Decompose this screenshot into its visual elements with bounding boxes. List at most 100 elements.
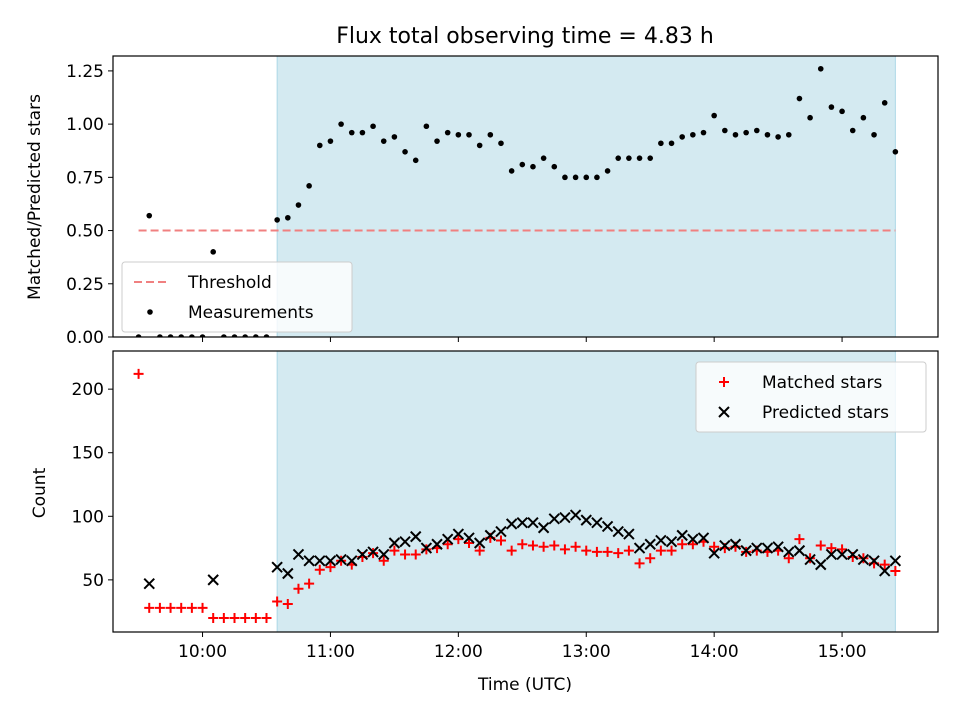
measurement-point (263, 334, 270, 337)
matched-star-point (506, 545, 517, 556)
measurement-point (455, 131, 462, 138)
y-tick-label: 0.75 (66, 168, 104, 188)
matched-star-point (250, 613, 261, 624)
legend-label: Matched stars (762, 373, 882, 393)
matched-star-point (581, 545, 592, 556)
matched-star-point (655, 545, 666, 556)
predicted-star-point (420, 542, 433, 554)
matched-star-point (879, 559, 890, 570)
bottom-xlabel: Time (UTC) (477, 675, 572, 695)
measurement-point (636, 155, 643, 161)
measurement-point (274, 217, 280, 223)
matched-star-point (218, 613, 229, 624)
axes-frame (112, 350, 939, 633)
predicted-star-point (484, 529, 497, 542)
measurement-point (530, 163, 536, 170)
predicted-star-point (836, 548, 848, 561)
y-tick-label: 0.25 (66, 275, 104, 295)
measurement-point (722, 127, 728, 134)
y-tick-label: 1.25 (66, 62, 104, 82)
predicted-star-point (601, 520, 614, 533)
measurement-point (167, 334, 174, 337)
measurement-point (370, 123, 376, 130)
measurement-point (221, 334, 227, 337)
predicted-star-point (612, 525, 624, 538)
measurement-point (711, 112, 717, 119)
measurement-point (668, 140, 675, 147)
matched-star-point (133, 368, 144, 379)
matched-star-point (186, 602, 197, 613)
matched-star-point (474, 545, 485, 556)
matched-star-point (837, 544, 848, 555)
predicted-star-point (847, 548, 859, 561)
predicted-star-point (815, 558, 827, 571)
measurement-point (189, 334, 195, 337)
x-tick-label: 11:00 (306, 642, 355, 662)
measurement-point (519, 161, 526, 168)
predicted-star-point (569, 509, 582, 521)
measurement-point (135, 334, 142, 337)
measurement-point (732, 131, 739, 138)
predicted-star-point (793, 544, 806, 557)
observing-interval-band (277, 56, 896, 337)
predicted-star-point (378, 548, 390, 561)
matched-star-point (240, 613, 251, 624)
predicted-star-point (335, 553, 347, 566)
predicted-star-point (367, 546, 379, 558)
matched-star-point (197, 602, 208, 613)
predicted-star-point (324, 555, 337, 567)
measurement-point (860, 114, 867, 121)
measurement-point (348, 129, 355, 136)
predicted-star-point (548, 513, 560, 525)
predicted-star-point (751, 542, 763, 554)
measurement-point (508, 168, 515, 174)
x-tick-label: 12:00 (434, 642, 483, 662)
predicted-star-point (271, 561, 283, 573)
measurement-point (157, 334, 163, 337)
measurement-point (231, 334, 238, 337)
measurement-point (615, 155, 622, 161)
matched-star-point (538, 541, 549, 552)
predicted-star-point (399, 536, 411, 548)
top-plot: 0.00 0.25 0.50 0.75 1.00 1.25 Threshold Measure… (66, 55, 939, 348)
predicted-star-point (719, 539, 731, 552)
predicted-star-point (207, 574, 219, 586)
matched-star-point (634, 558, 645, 569)
matched-star-point (261, 613, 272, 624)
predicted-star-point (452, 528, 465, 540)
top-ylabel: Matched/Predicted stars (25, 94, 45, 300)
predicted-star-point (697, 532, 710, 544)
measurement-point (253, 334, 259, 337)
matched-star-point (293, 583, 304, 594)
matched-star-point (378, 555, 389, 566)
measurement-point (690, 131, 696, 138)
legend-label: Threshold (187, 273, 272, 293)
predicted-star-point (143, 577, 155, 590)
predicted-star-point (708, 547, 720, 559)
predicted-star-point (804, 553, 816, 566)
measurement-point (594, 174, 600, 181)
matched-star-point (613, 548, 624, 559)
measurement-point (604, 168, 611, 174)
matched-star-point (709, 541, 720, 552)
predicted-star-point (655, 534, 667, 547)
measurement-point (338, 121, 344, 127)
predicted-star-point (505, 518, 518, 530)
predicted-star-point (729, 538, 742, 550)
predicted-star-point (623, 528, 635, 540)
measurement-point (828, 104, 835, 110)
bottom-ylabel: Count (30, 467, 50, 518)
measurement-point (391, 134, 398, 140)
legend-box (121, 261, 353, 333)
measurement-point (562, 174, 568, 181)
matched-star-point (591, 546, 602, 557)
measurement-point (753, 127, 760, 134)
chart-title: Flux total observing time = 4.83 h (336, 24, 714, 49)
predicted-star-point (441, 533, 454, 545)
predicted-star-point (868, 555, 880, 567)
measurement-point (412, 157, 419, 164)
measurement-point (434, 138, 440, 144)
predicted-star-point (772, 541, 784, 553)
legend-label: Predicted stars (762, 403, 889, 423)
predicted-star-point (761, 542, 774, 554)
